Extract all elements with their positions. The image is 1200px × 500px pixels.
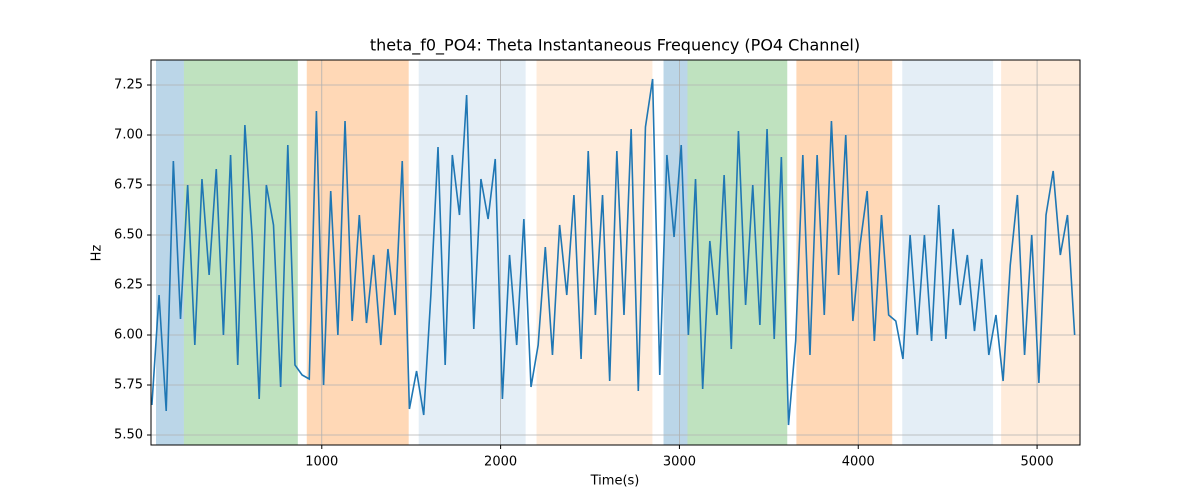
shaded-region — [902, 60, 994, 445]
shaded-region — [1001, 60, 1080, 445]
y-axis-label: Hz — [90, 245, 105, 262]
shaded-region — [663, 60, 688, 445]
y-tick-label: 7.00 — [114, 128, 143, 143]
x-axis-label: Time(s) — [590, 474, 640, 489]
x-tick-label: 3000 — [663, 455, 696, 470]
y-tick-label: 6.75 — [114, 178, 143, 193]
y-tick-label: 6.25 — [114, 278, 143, 293]
plot-frame — [150, 59, 1081, 446]
x-tick-label: 2000 — [484, 455, 517, 470]
y-tick-label: 6.00 — [114, 328, 143, 343]
y-tick-label: 5.75 — [114, 378, 143, 393]
shaded-region — [536, 60, 653, 445]
chart-title: theta_f0_PO4: Theta Instantaneous Freque… — [370, 36, 860, 56]
x-tick-label: 5000 — [1021, 455, 1054, 470]
y-tick-label: 7.25 — [114, 78, 143, 93]
x-tick-label: 4000 — [842, 455, 875, 470]
x-tick-label: 1000 — [305, 455, 338, 470]
shaded-region — [796, 60, 893, 445]
data-line — [151, 78, 1076, 426]
y-tick-label: 5.50 — [114, 428, 143, 443]
y-tick-label: 6.50 — [114, 228, 143, 243]
